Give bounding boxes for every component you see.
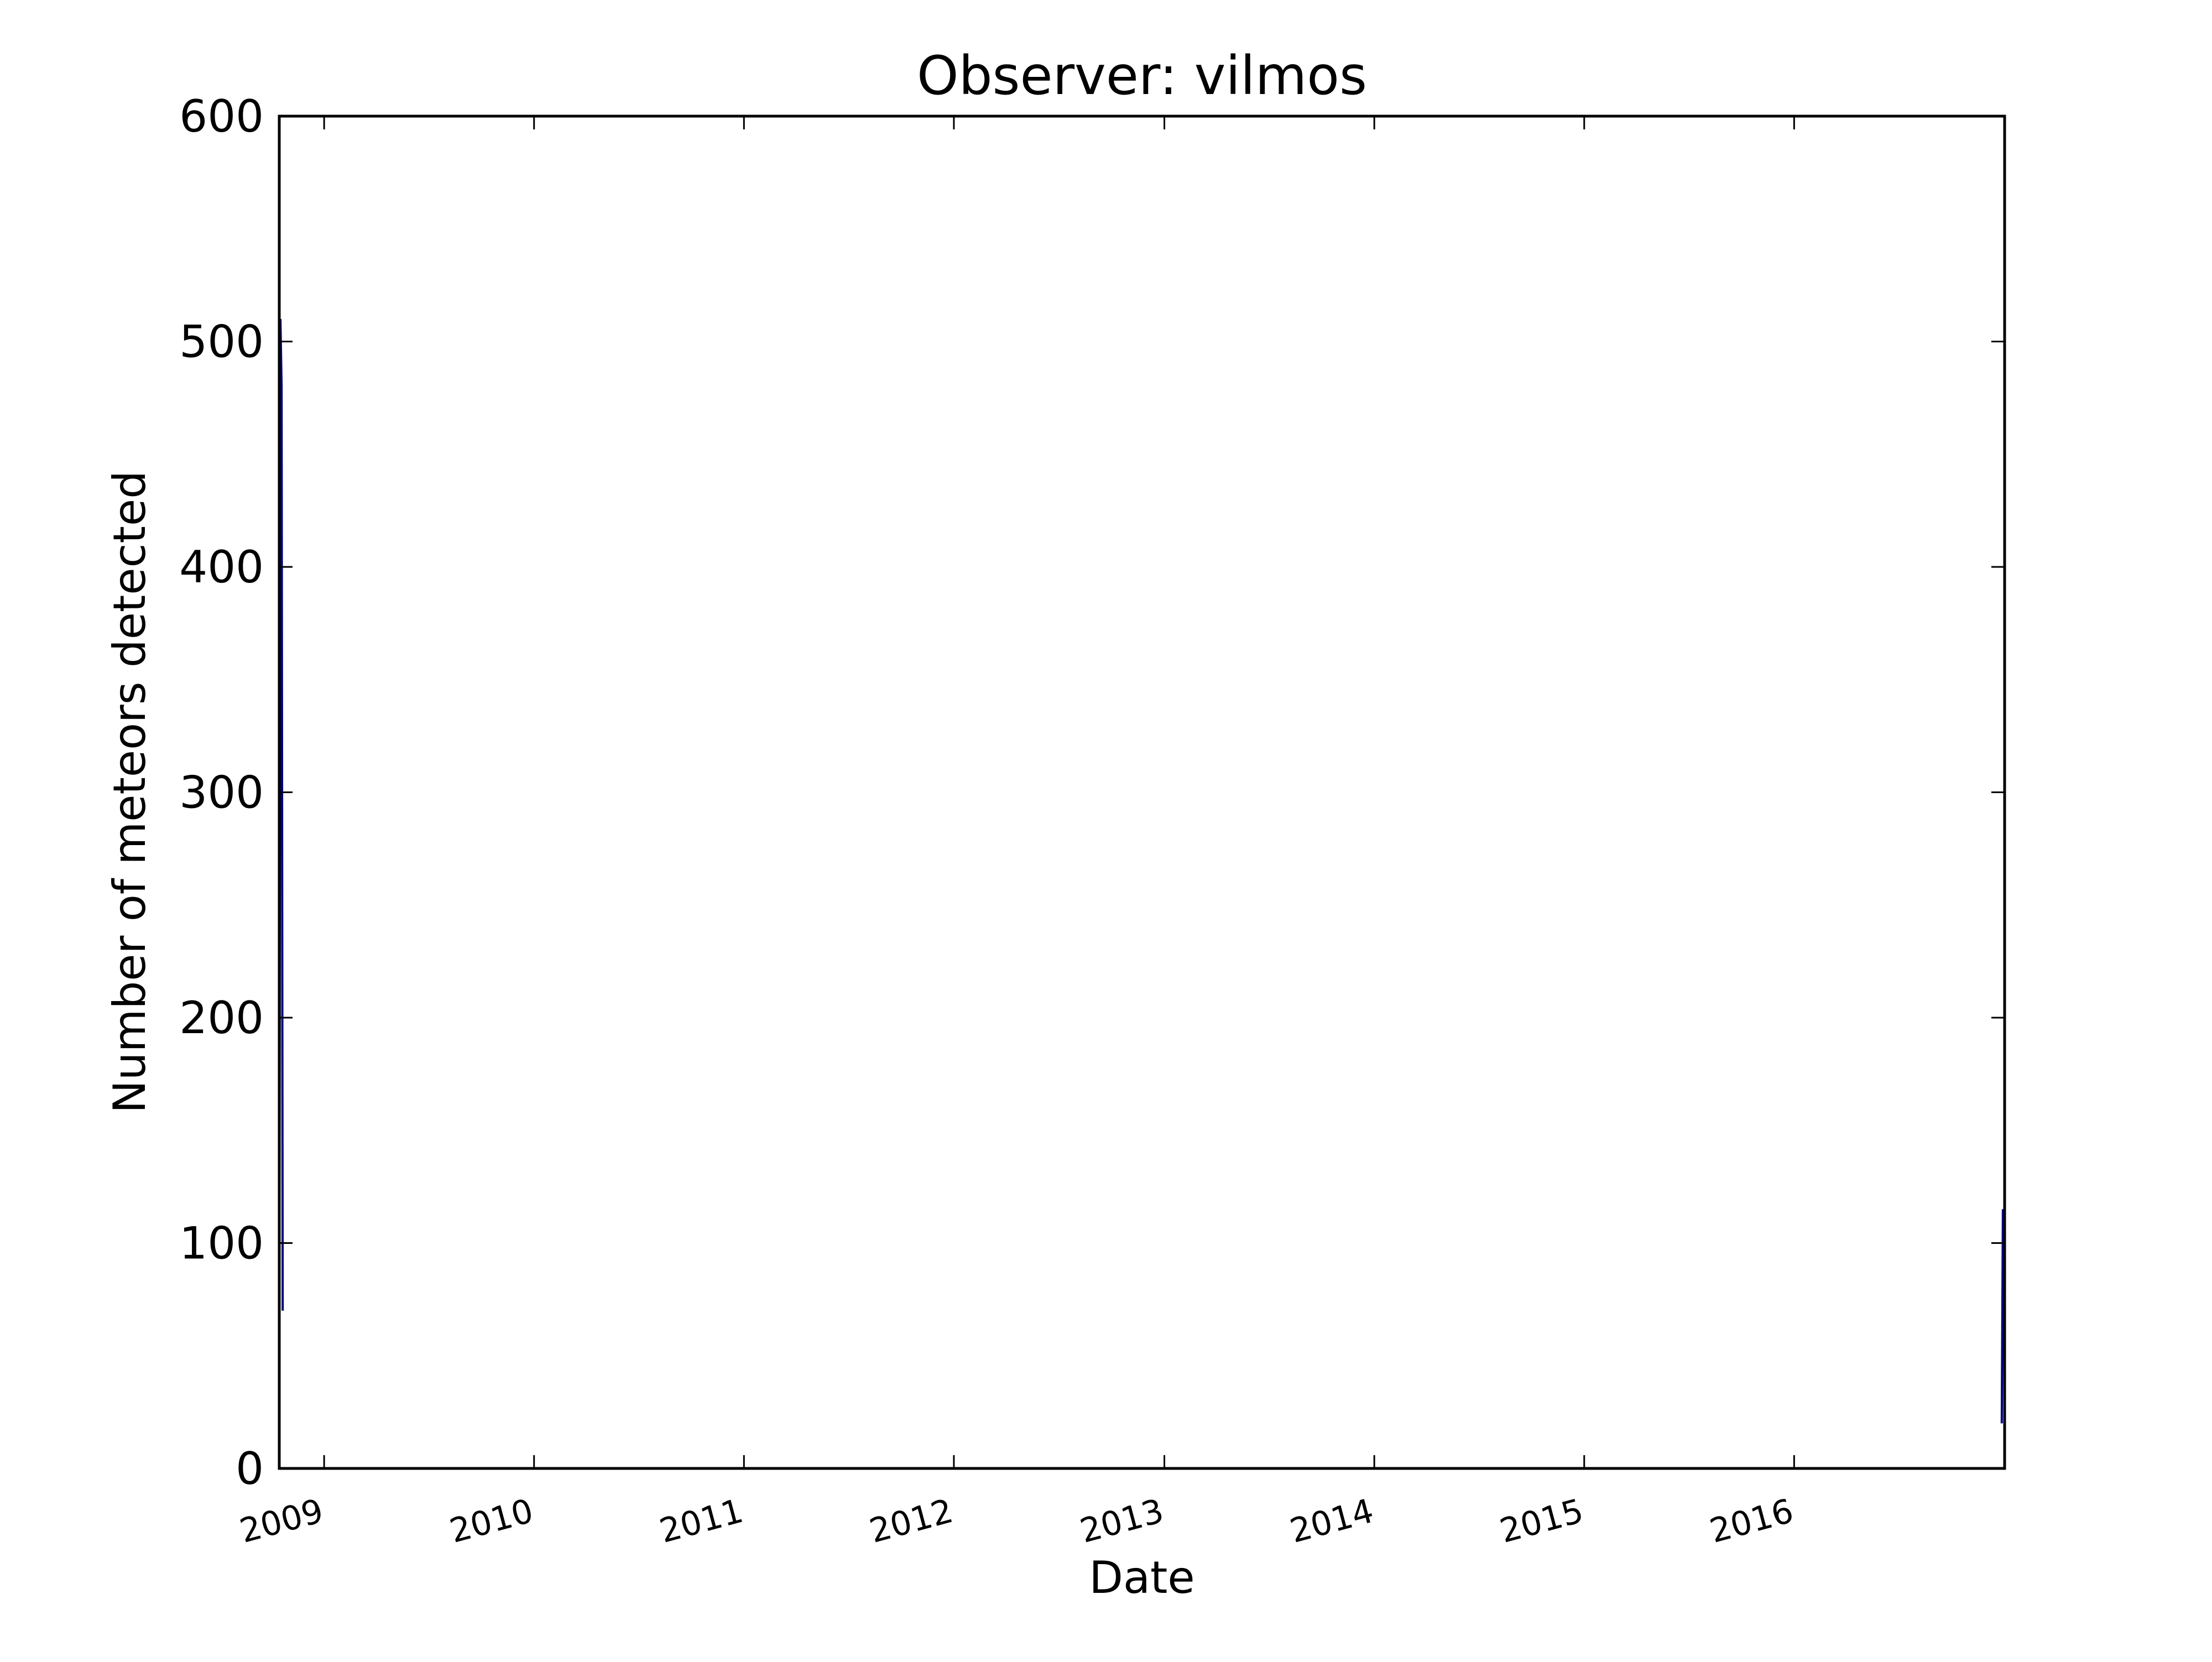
y-tick-label: 100 xyxy=(179,1218,264,1269)
y-tick-label: 200 xyxy=(179,992,264,1044)
y-tick-label: 400 xyxy=(179,541,264,593)
chart-title: Observer: vilmos xyxy=(917,45,1367,107)
x-axis-label: Date xyxy=(1089,1552,1194,1603)
y-tick-label: 600 xyxy=(179,91,264,142)
y-tick-label: 300 xyxy=(179,767,264,819)
y-tick-label: 0 xyxy=(236,1443,264,1494)
y-tick-label: 500 xyxy=(179,316,264,368)
y-axis-label: Number of meteors detected xyxy=(104,471,155,1113)
